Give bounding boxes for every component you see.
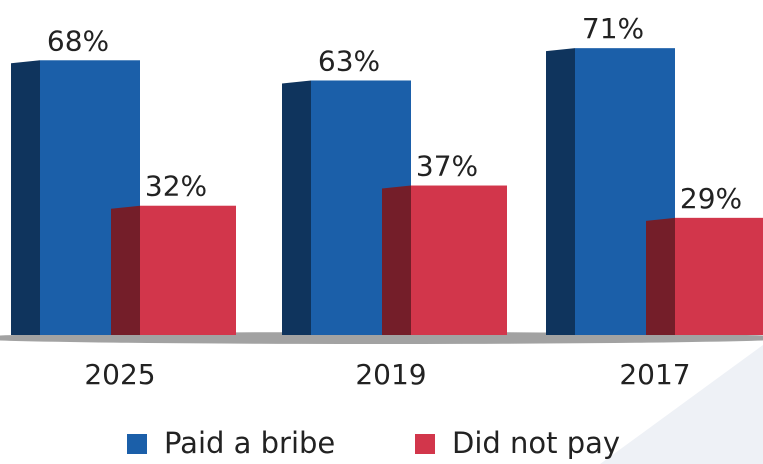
x-tick-label: 2017	[619, 358, 690, 391]
bar-side	[382, 185, 411, 335]
value-label: 63%	[318, 44, 380, 77]
legend-label: Did not pay	[452, 426, 620, 460]
x-tick-label: 2019	[355, 358, 426, 391]
legend-label: Paid a bribe	[164, 426, 335, 460]
bar-side	[546, 48, 575, 335]
ground-shadow	[0, 332, 763, 344]
value-label: 71%	[582, 12, 644, 45]
value-label: 37%	[416, 150, 478, 183]
bar-side	[11, 60, 40, 335]
bar-side	[646, 217, 675, 335]
bar	[675, 217, 763, 335]
value-label: 29%	[680, 182, 742, 215]
x-tick-label: 2025	[84, 358, 155, 391]
bar	[411, 185, 507, 335]
value-label: 68%	[47, 24, 109, 57]
bar-side	[111, 205, 140, 335]
background-shape	[600, 345, 763, 464]
bar-side	[282, 80, 311, 335]
legend-swatch	[127, 434, 147, 454]
value-label: 32%	[145, 170, 207, 203]
bar	[140, 205, 236, 335]
legend-swatch	[415, 434, 435, 454]
